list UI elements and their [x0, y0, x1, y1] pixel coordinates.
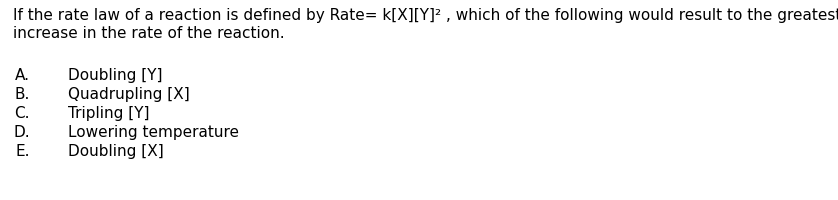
Text: increase in the rate of the reaction.: increase in the rate of the reaction. — [13, 26, 285, 41]
Text: A.: A. — [15, 68, 30, 83]
Text: D.: D. — [13, 124, 30, 139]
Text: Doubling [X]: Doubling [X] — [68, 143, 163, 158]
Text: C.: C. — [14, 105, 30, 120]
Text: Doubling [Y]: Doubling [Y] — [68, 68, 163, 83]
Text: Tripling [Y]: Tripling [Y] — [68, 105, 149, 120]
Text: If the rate law of a reaction is defined by Rate= k[X][Y]² , which of the follow: If the rate law of a reaction is defined… — [13, 8, 838, 23]
Text: E.: E. — [15, 143, 30, 158]
Text: B.: B. — [14, 87, 30, 101]
Text: Quadrupling [X]: Quadrupling [X] — [68, 87, 189, 101]
Text: Lowering temperature: Lowering temperature — [68, 124, 239, 139]
